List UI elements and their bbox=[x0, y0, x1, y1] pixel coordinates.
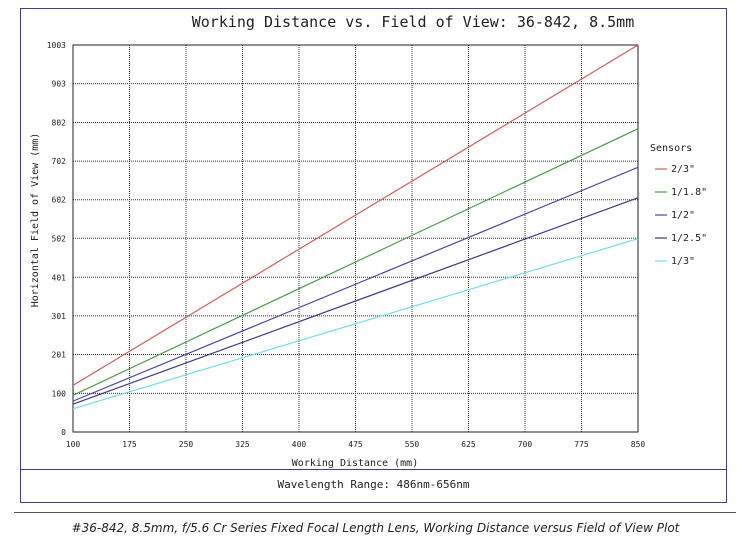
series-line bbox=[72, 238, 639, 410]
y-tick-label: 502 bbox=[52, 234, 67, 243]
series-lines bbox=[72, 44, 639, 410]
y-tick-label: 201 bbox=[52, 350, 67, 359]
x-tick-label: 775 bbox=[574, 440, 589, 449]
line-chart: Working Distance vs. Field of View: 36-8… bbox=[30, 13, 707, 469]
x-tick-label: 475 bbox=[348, 440, 363, 449]
y-tick-label: 602 bbox=[52, 196, 67, 205]
y-tick-label: 1003 bbox=[47, 41, 66, 50]
series-line bbox=[72, 128, 639, 396]
legend-label: 1/2" bbox=[671, 210, 695, 221]
wavelength-range: Wavelength Range: 486nm-656nm bbox=[277, 478, 470, 491]
x-tick-label: 625 bbox=[461, 440, 476, 449]
legend-label: 1/3" bbox=[671, 256, 695, 267]
series-line bbox=[72, 44, 639, 386]
x-axis-ticks: 100 175 250 325 400 475 550 625 700 775 850 bbox=[66, 440, 646, 449]
legend-label: 1/1.8" bbox=[671, 187, 707, 198]
y-tick-label: 0 bbox=[61, 428, 66, 437]
legend-title: Sensors bbox=[650, 143, 692, 154]
y-axis-ticks: 0 100 201 301 401 502 602 702 802 903 1003 bbox=[47, 41, 66, 437]
y-tick-label: 401 bbox=[52, 273, 67, 282]
x-tick-label: 850 bbox=[631, 440, 646, 449]
y-tick-label: 100 bbox=[52, 389, 67, 398]
grid bbox=[73, 45, 638, 432]
y-axis-label: Horizontal Field of View (mm) bbox=[30, 133, 41, 308]
y-tick-label: 903 bbox=[52, 80, 67, 89]
plot-area-border bbox=[72, 44, 639, 433]
x-tick-label: 175 bbox=[122, 440, 137, 449]
legend-label: 1/2.5" bbox=[671, 233, 707, 244]
y-tick-label: 702 bbox=[52, 157, 67, 166]
x-axis-label: Working Distance (mm) bbox=[292, 458, 418, 469]
caption-rule bbox=[14, 512, 736, 513]
y-tick-label: 301 bbox=[52, 312, 67, 321]
x-tick-label: 400 bbox=[292, 440, 307, 449]
x-tick-label: 100 bbox=[66, 440, 81, 449]
y-tick-label: 802 bbox=[52, 119, 67, 128]
x-tick-label: 700 bbox=[518, 440, 533, 449]
series-line bbox=[72, 166, 639, 402]
x-tick-label: 550 bbox=[405, 440, 420, 449]
chart-frame bbox=[20, 8, 727, 503]
chart-title: Working Distance vs. Field of View: 36-8… bbox=[192, 13, 635, 31]
series-line bbox=[72, 197, 639, 405]
x-tick-label: 325 bbox=[235, 440, 250, 449]
x-tick-label: 250 bbox=[179, 440, 194, 449]
figure-caption: #36-842, 8.5mm, f/5.6 Cr Series Fixed Fo… bbox=[71, 521, 680, 535]
legend-label: 2/3" bbox=[671, 164, 695, 175]
footer-divider bbox=[20, 469, 727, 470]
legend: 2/3" 1/1.8" 1/2" 1/2.5" 1/3" bbox=[655, 164, 707, 267]
